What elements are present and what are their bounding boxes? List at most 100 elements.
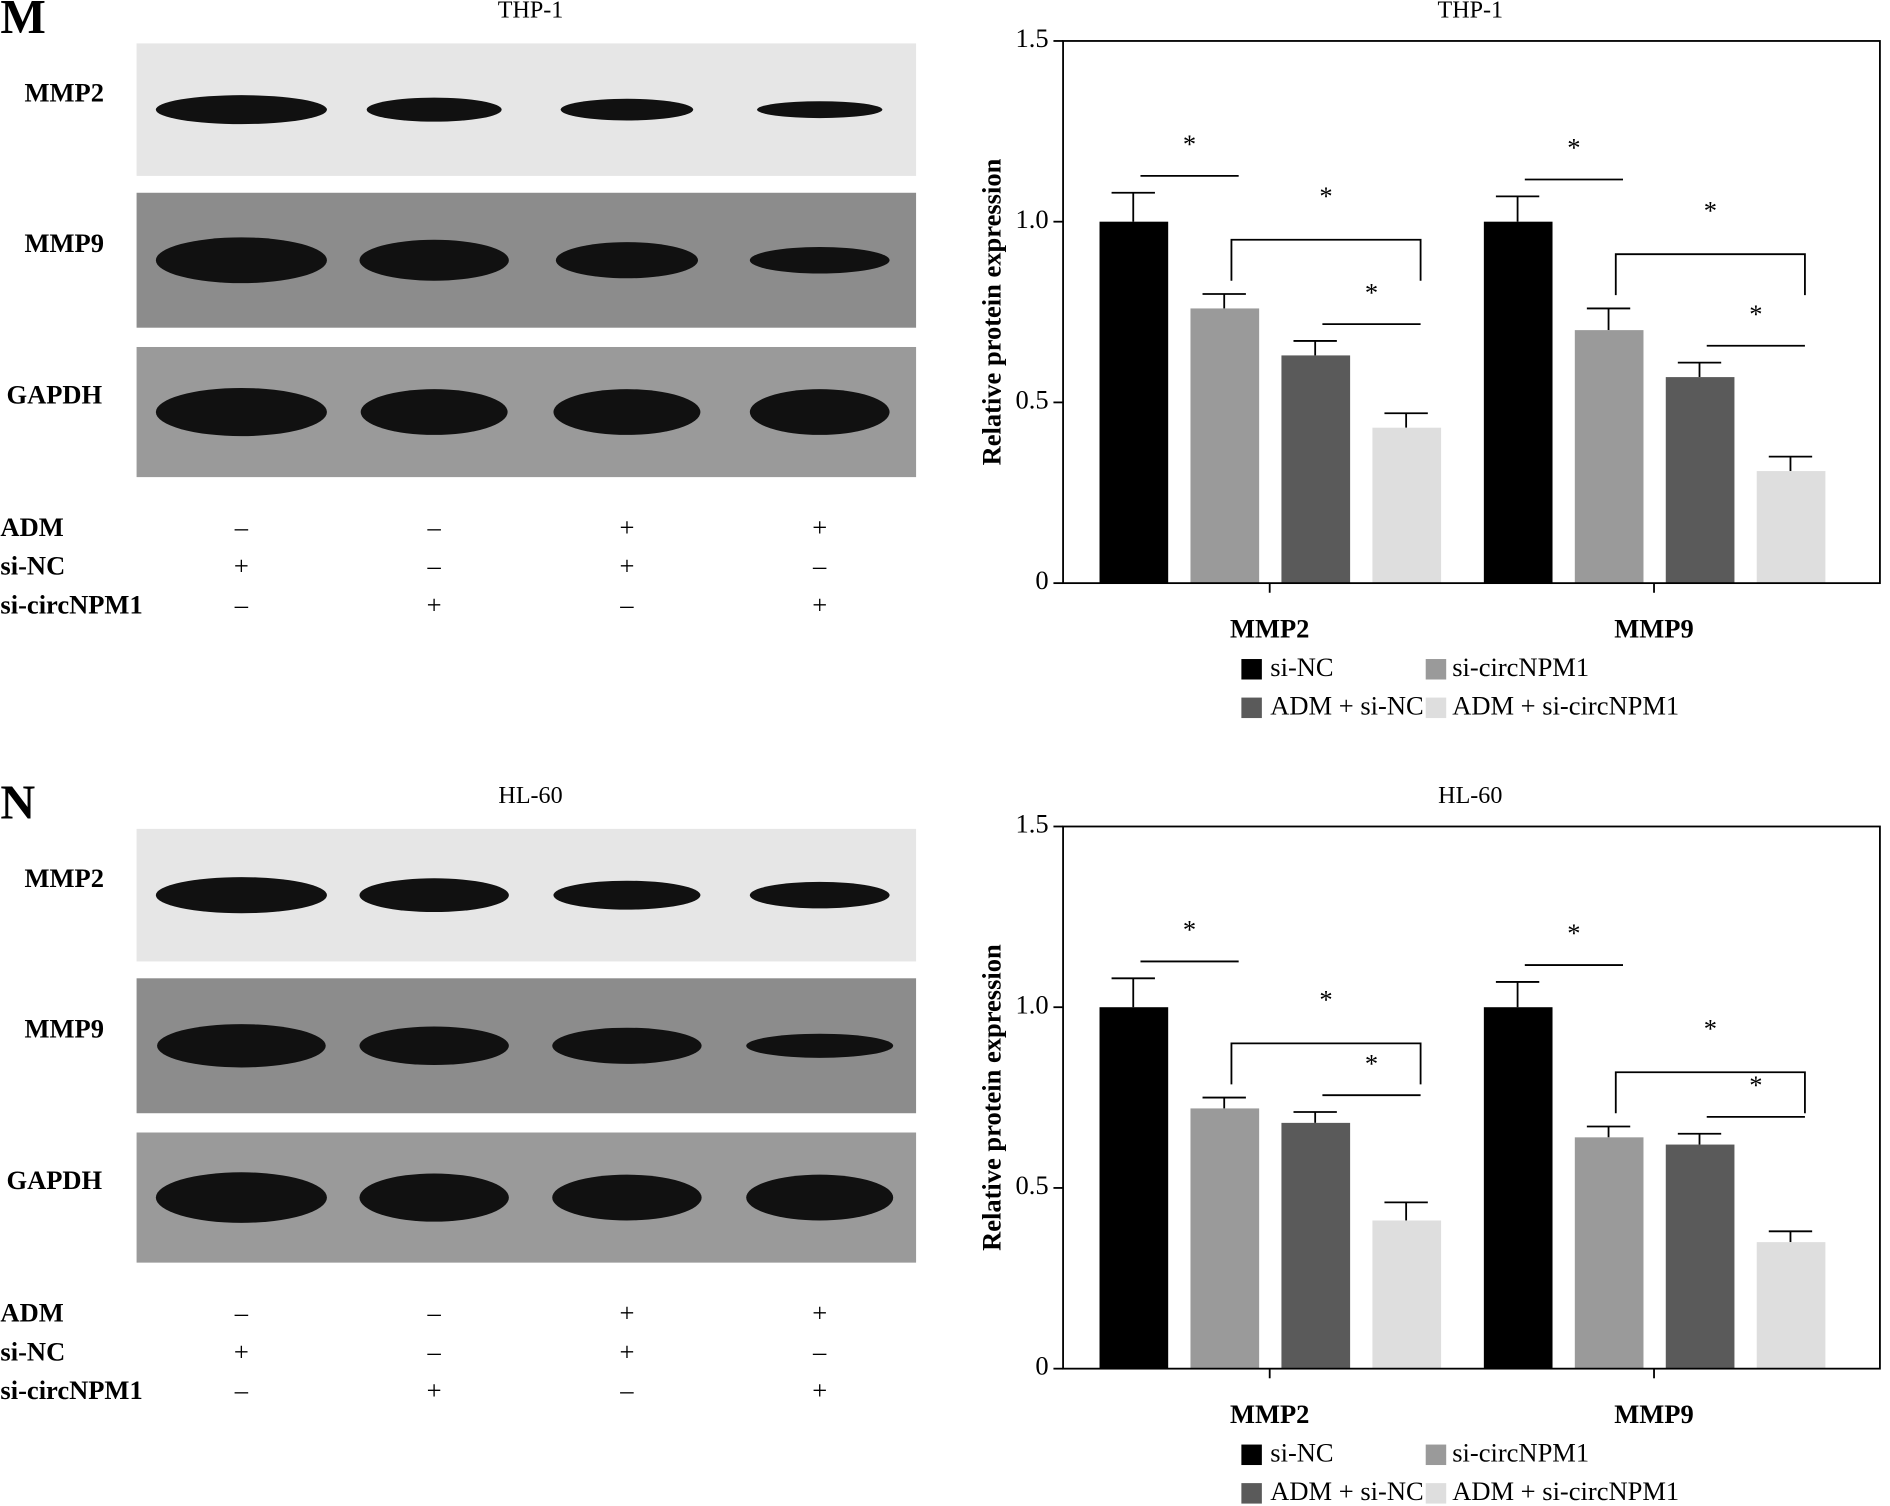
bar <box>1665 1144 1735 1369</box>
bar <box>1665 377 1735 584</box>
sig-bracket <box>1614 1071 1806 1114</box>
blot-band <box>359 878 509 913</box>
x-tick-label: MMP2 <box>1230 613 1309 643</box>
legend-swatch <box>1425 697 1447 719</box>
legend-label: ADM + si-NC <box>1270 691 1423 721</box>
blot-band <box>757 101 883 119</box>
y-tick-label: 0 <box>1035 1351 1048 1381</box>
legend-swatch <box>1425 1483 1447 1504</box>
y-tick-label: 0.5 <box>1015 384 1048 414</box>
sig-star: * <box>1567 133 1580 163</box>
blot-band <box>749 881 890 909</box>
condition-sign: – <box>427 1336 442 1366</box>
chart-title: THP-1 <box>1438 0 1504 24</box>
bar <box>1756 1242 1826 1369</box>
y-tick-label: 0 <box>1035 565 1048 595</box>
blot-band <box>746 1174 894 1221</box>
condition-sign: + <box>427 589 442 619</box>
condition-sign: – <box>234 589 249 619</box>
legend-swatch <box>1241 697 1262 719</box>
y-tick-label: 1.5 <box>1015 809 1048 839</box>
blot-title: HL-60 <box>498 783 562 809</box>
bar <box>1483 1007 1553 1369</box>
legend-label: si-circNPM1 <box>1452 1437 1589 1467</box>
condition-sign: – <box>234 512 249 542</box>
blot-band <box>553 389 701 435</box>
y-tick-label: 1.0 <box>1015 204 1048 234</box>
sig-bracket <box>1230 238 1422 281</box>
panel-letter: N <box>0 776 35 829</box>
blot-band <box>553 880 701 910</box>
blot-title: THP-1 <box>498 0 564 24</box>
condition-sign: – <box>812 1336 827 1366</box>
condition-label: si-circNPM1 <box>0 1375 142 1405</box>
legend-label: ADM + si-NC <box>1270 1476 1423 1506</box>
condition-sign: + <box>619 512 634 542</box>
blot-band <box>359 239 509 281</box>
sig-star: * <box>1749 1070 1762 1100</box>
sig-star: * <box>1183 915 1196 945</box>
legend-swatch <box>1425 1444 1447 1466</box>
blot-band <box>555 242 699 279</box>
legend-swatch <box>1425 659 1447 680</box>
blot-band <box>749 246 890 274</box>
condition-label: si-circNPM1 <box>0 589 142 619</box>
condition-sign: + <box>812 512 827 542</box>
bar <box>1281 355 1351 584</box>
blot-band <box>360 389 508 435</box>
band-label: GAPDH <box>6 1165 102 1195</box>
sig-star: * <box>1319 984 1332 1014</box>
condition-sign: + <box>812 589 827 619</box>
legend-label: si-NC <box>1270 1437 1333 1467</box>
condition-sign: + <box>812 1375 827 1405</box>
blot-band <box>552 1174 702 1221</box>
panel-letter: M <box>0 0 45 44</box>
bar <box>1372 427 1442 584</box>
condition-label: ADM <box>0 512 63 542</box>
condition-sign: – <box>812 551 827 581</box>
blot-band <box>560 98 694 121</box>
band-label: MMP9 <box>25 228 104 258</box>
blot-band <box>359 1173 509 1222</box>
plot-frame <box>1062 40 1881 585</box>
bar <box>1099 221 1169 584</box>
y-tick-label: 1.0 <box>1015 989 1048 1019</box>
condition-label: si-NC <box>0 1336 65 1366</box>
band-label: MMP2 <box>25 863 104 893</box>
y-axis-label: Relative protein expression <box>976 158 1006 465</box>
band-label: MMP9 <box>25 1013 104 1043</box>
x-tick-label: MMP2 <box>1230 1399 1309 1429</box>
condition-sign: + <box>234 1336 249 1366</box>
bar <box>1574 1137 1644 1369</box>
band-label: MMP2 <box>25 77 104 107</box>
blot-band <box>157 1024 326 1068</box>
condition-sign: – <box>234 1298 249 1328</box>
bar <box>1281 1122 1351 1369</box>
sig-star: * <box>1183 129 1196 159</box>
condition-label: si-NC <box>0 551 65 581</box>
legend-label: ADM + si-circNPM1 <box>1452 1476 1679 1506</box>
legend-swatch <box>1241 1483 1262 1504</box>
legend-label: si-NC <box>1270 652 1333 682</box>
chart-title: HL-60 <box>1438 783 1502 809</box>
legend-swatch <box>1241 1444 1262 1466</box>
x-tick-label: MMP9 <box>1614 1399 1693 1429</box>
condition-sign: + <box>427 1375 442 1405</box>
blot-band <box>155 1172 327 1223</box>
blot-band <box>366 97 502 122</box>
sig-star: * <box>1319 181 1332 211</box>
legend-swatch <box>1241 659 1262 680</box>
bar <box>1574 330 1644 584</box>
legend-label: si-circNPM1 <box>1452 652 1589 682</box>
condition-sign: + <box>619 1298 634 1328</box>
sig-bracket <box>1614 253 1806 296</box>
sig-bracket <box>1230 1042 1422 1085</box>
sig-star: * <box>1704 1013 1717 1043</box>
blot-band <box>155 877 327 914</box>
condition-sign: + <box>619 551 634 581</box>
blot-band <box>359 1026 509 1066</box>
sig-star: * <box>1365 277 1378 307</box>
sig-star: * <box>1365 1048 1378 1078</box>
